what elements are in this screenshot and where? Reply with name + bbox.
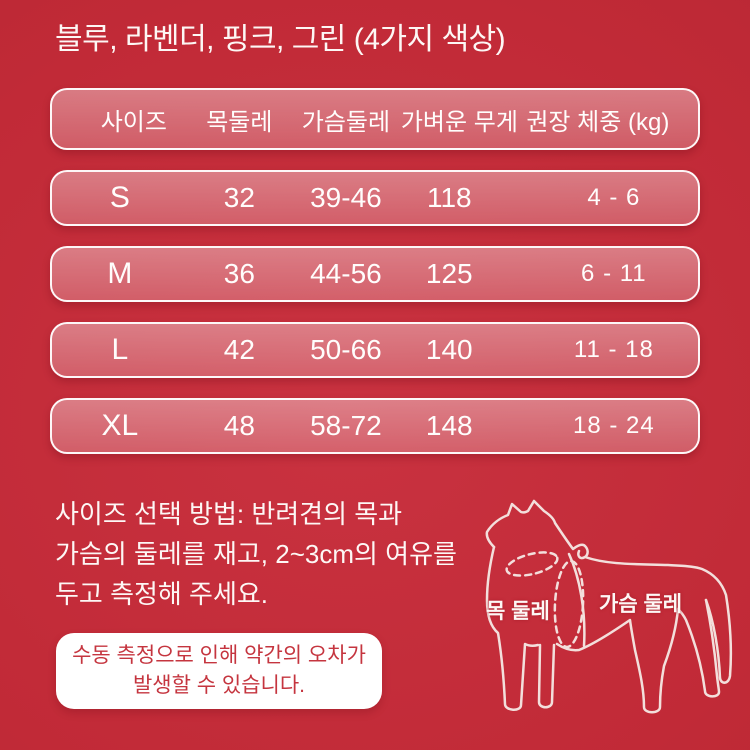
neck-circumference-label: 목 둘레 (486, 600, 550, 623)
cell-neck: 42 (223, 334, 255, 365)
cell-chest: 58-72 (310, 410, 382, 441)
chest-measure-dashed-ellipse (553, 559, 585, 649)
table-header-row: 사이즈 목둘레 가슴둘레 가벼운 무게 권장 체중 (kg) (50, 88, 700, 150)
sizing-instructions: 사이즈 선택 방법: 반려견의 목과 가슴의 둘레를 재고, 2~3cm의 여유… (55, 494, 457, 614)
cell-size: L (111, 333, 129, 366)
table-row-xl: XL 48 58-72 148 18 - 24 (50, 398, 700, 454)
cell-recommended-weight: 4 - 6 (587, 184, 641, 211)
header-cell-size: 사이즈 (100, 108, 167, 136)
instructions-line-2: 가슴의 둘레를 재고, 2~3cm의 여유를 (55, 539, 457, 569)
table-row-l: L 42 50-66 140 11 - 18 (50, 322, 700, 378)
chest-circumference-label: 가슴 둘레 (599, 593, 683, 616)
cell-size: M (107, 257, 133, 290)
table-row-s: S 32 39-46 118 4 - 6 (50, 170, 700, 226)
cell-weight: 148 (425, 410, 473, 441)
cell-size: S (109, 181, 130, 214)
cell-weight: 118 (426, 182, 472, 213)
instructions-line-3: 두고 측정해 주세요. (55, 579, 269, 609)
measurement-note-box: 수동 측정으로 인해 약간의 오차가 발생할 수 있습니다. (56, 633, 382, 709)
cell-weight: 125 (425, 258, 473, 289)
table-row-m: M 36 44-56 125 6 - 11 (50, 246, 700, 302)
dog-outline-illustration (485, 499, 733, 714)
page-title: 블루, 라벤더, 핑크, 그린 (4가지 색상) (55, 23, 506, 56)
cell-recommended-weight: 11 - 18 (573, 336, 654, 363)
note-line-2: 발생할 수 있습니다. (132, 674, 306, 697)
cell-chest: 50-66 (310, 334, 382, 365)
dog-measurement-diagram: 목 둘레 가슴 둘레 (478, 492, 750, 737)
header-cell-weight: 가벼운 무게 (400, 108, 518, 136)
neck-measure-dashed-ellipse (505, 551, 559, 577)
header-cell-chest: 가슴둘레 (301, 108, 391, 136)
cell-recommended-weight: 18 - 24 (572, 412, 655, 439)
cell-chest: 44-56 (310, 258, 382, 289)
cell-recommended-weight: 6 - 11 (581, 260, 647, 287)
note-line-1: 수동 측정으로 인해 약간의 오차가 (72, 644, 366, 667)
cell-neck: 32 (223, 182, 255, 213)
header-cell-recommended-weight: 권장 체중 (kg) (526, 108, 670, 136)
cell-neck: 36 (223, 258, 255, 289)
cell-neck: 48 (223, 410, 255, 441)
header-cell-neck: 목둘레 (206, 108, 273, 136)
size-table: 사이즈 목둘레 가슴둘레 가벼운 무게 권장 체중 (kg) S 32 39-4… (50, 88, 700, 474)
instructions-line-1: 사이즈 선택 방법: 반려견의 목과 (55, 499, 403, 529)
cell-chest: 39-46 (310, 182, 382, 213)
cell-size: XL (101, 409, 139, 442)
cell-weight: 140 (425, 334, 473, 365)
